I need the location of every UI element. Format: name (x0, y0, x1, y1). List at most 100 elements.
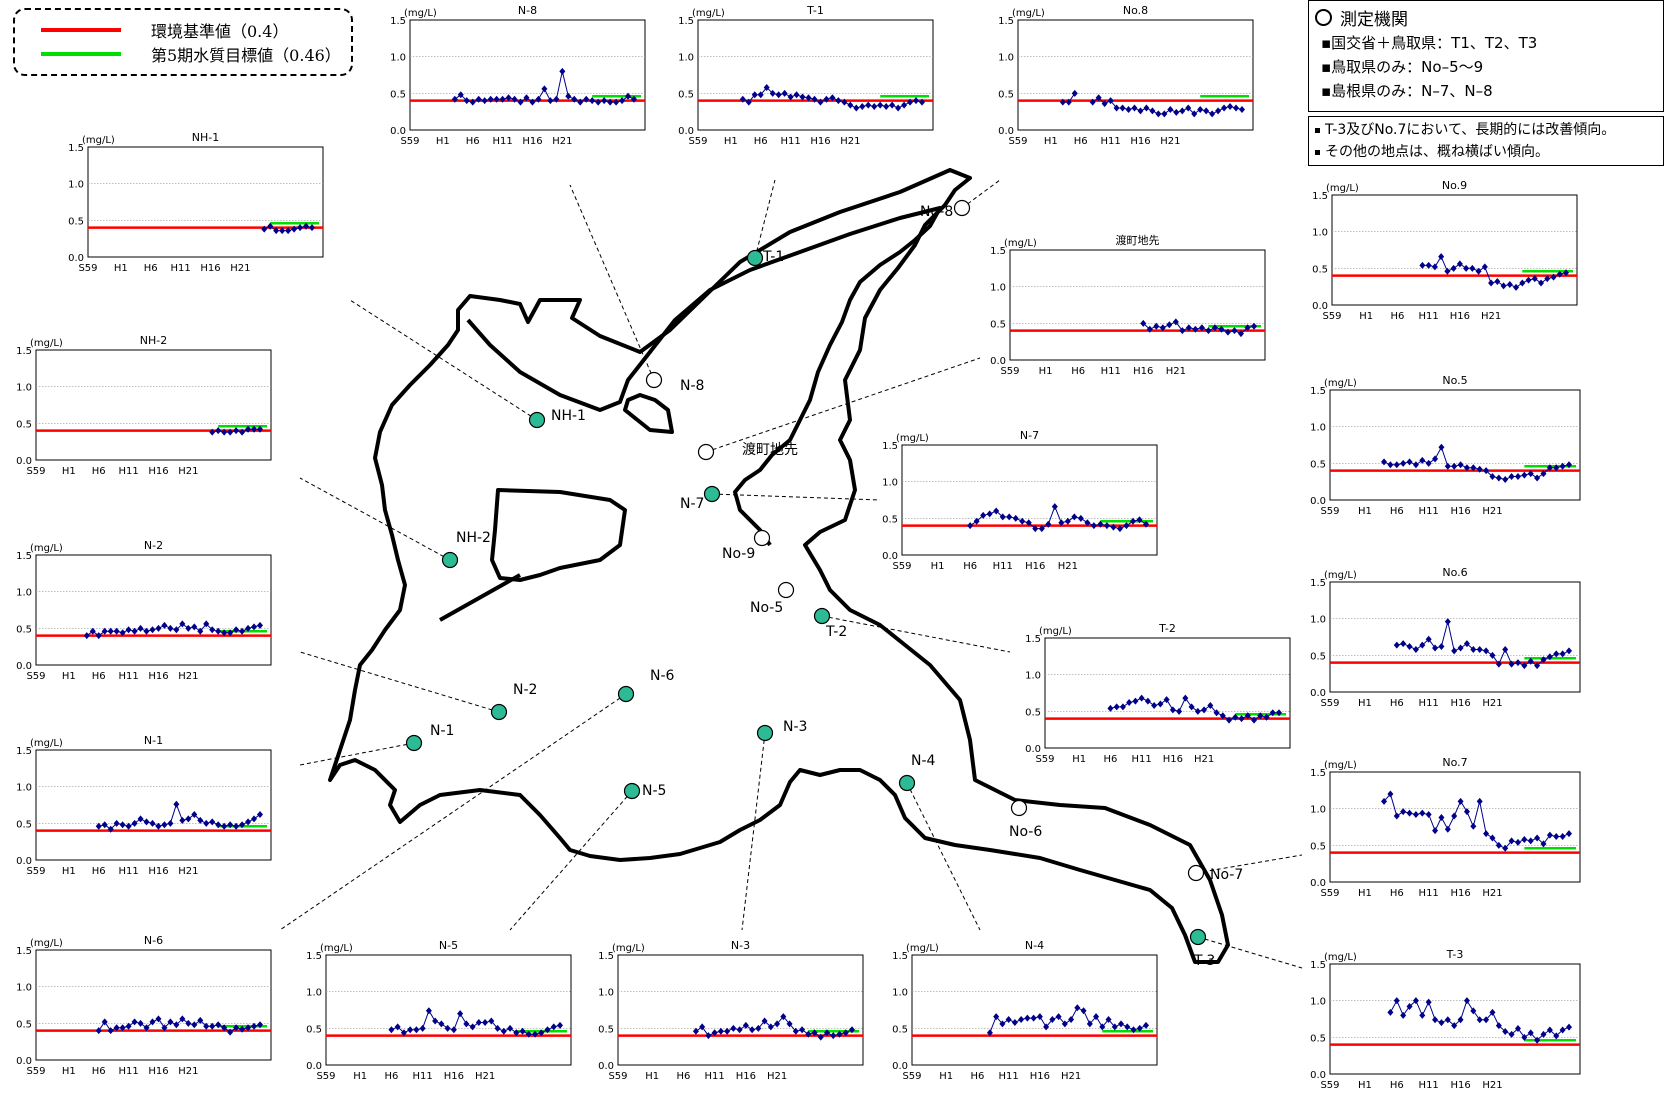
leader-line (711, 493, 881, 501)
data-point (1432, 827, 1439, 835)
data-point (251, 623, 258, 631)
data-point (519, 1027, 526, 1035)
data-point (1018, 1016, 1025, 1024)
data-point (1444, 618, 1451, 626)
island (490, 488, 627, 582)
y-tick-label: 1.5 (990, 246, 1006, 257)
station-marker (746, 249, 764, 267)
data-point (500, 1027, 507, 1035)
y-axis-label: (mg/L) (1012, 8, 1045, 19)
data-point (101, 1018, 108, 1026)
data-point (1513, 283, 1520, 291)
data-point (1071, 89, 1078, 97)
station-marker (405, 734, 423, 752)
y-tick-label: 1.5 (1310, 960, 1326, 971)
data-point (131, 1018, 138, 1026)
x-tick-label: H11 (1419, 1080, 1439, 1091)
series-line (98, 802, 261, 830)
line-chart: T-3 (mg/L) 0.0 0.5 1.0 1.5 S59 H1 H6 H11 H16 H21 (1310, 948, 1581, 1091)
y-tick-label: 1.5 (598, 951, 614, 962)
station-marker (528, 411, 546, 429)
data-point (1540, 1030, 1547, 1038)
data-point (475, 1018, 482, 1026)
data-point (1550, 273, 1557, 281)
data-point (215, 821, 222, 829)
x-tick-label: H16 (148, 866, 168, 877)
x-tick-label: H11 (118, 466, 138, 477)
data-point (203, 1022, 210, 1030)
data-point (137, 815, 144, 823)
y-axis-label: (mg/L) (1324, 570, 1357, 581)
x-tick-label: H11 (118, 866, 138, 877)
data-point (749, 1026, 756, 1034)
chart-title: No.5 (1442, 374, 1467, 387)
data-point (1136, 1024, 1143, 1032)
data-point (101, 627, 108, 635)
y-tick-label: 1.0 (1310, 997, 1326, 1008)
leader-line (741, 732, 766, 931)
y-tick-label: 0.0 (1310, 878, 1326, 889)
data-point (1207, 701, 1214, 709)
data-point (1470, 464, 1477, 472)
y-tick-label: 0.0 (16, 1056, 32, 1067)
station-label: N-7 (680, 496, 704, 512)
data-point (1393, 812, 1400, 820)
data-point (1129, 517, 1136, 525)
data-point (149, 626, 156, 634)
data-point (1387, 461, 1394, 469)
x-tick-label: H1 (62, 866, 76, 877)
data-point (792, 1027, 799, 1035)
data-point (1153, 322, 1160, 330)
y-tick-label: 0.5 (1310, 1033, 1326, 1044)
y-tick-label: 1.0 (882, 478, 898, 489)
data-point (1425, 998, 1432, 1006)
data-point (1381, 797, 1388, 805)
x-tick-label: H21 (1481, 311, 1501, 322)
data-point (487, 95, 494, 103)
data-point (1514, 473, 1521, 481)
data-point (1476, 645, 1483, 653)
data-point (717, 1027, 724, 1035)
y-tick-label: 0.0 (68, 253, 84, 264)
y-tick-label: 1.5 (16, 746, 32, 757)
data-point (239, 821, 246, 829)
data-point (1419, 261, 1426, 269)
data-point (769, 89, 776, 97)
data-point (907, 98, 914, 106)
data-point (137, 1019, 144, 1027)
station-marker (777, 581, 795, 599)
data-point (1495, 841, 1502, 849)
data-point (842, 1029, 849, 1037)
data-point (1113, 703, 1120, 711)
data-point (1546, 831, 1553, 839)
data-point (179, 620, 186, 628)
data-point (557, 1021, 563, 1029)
data-point (1527, 1029, 1534, 1037)
plot-frame (409, 19, 646, 131)
chart-title: No.8 (1123, 4, 1148, 17)
data-point (883, 103, 890, 111)
leader-line (569, 184, 655, 381)
chart-title: N-8 (518, 4, 537, 17)
station-marker (441, 551, 459, 569)
data-point (1119, 104, 1126, 112)
y-tick-label: 1.5 (306, 951, 322, 962)
data-point (805, 1030, 812, 1038)
data-point (1566, 830, 1572, 838)
y-tick-label: 1.5 (1025, 634, 1041, 645)
data-point (1438, 443, 1445, 451)
plot-frame (1329, 963, 1581, 1075)
data-point (1546, 464, 1553, 472)
data-point (1198, 324, 1205, 332)
data-point (233, 626, 240, 634)
data-point (1495, 474, 1502, 482)
station-label: N-2 (513, 682, 537, 698)
data-point (853, 104, 860, 112)
chart-title: N-6 (144, 934, 163, 947)
data-point (1463, 997, 1470, 1005)
data-point (257, 425, 263, 433)
data-point (1101, 100, 1108, 108)
data-point (1425, 261, 1432, 269)
x-tick-label: H1 (1358, 698, 1372, 709)
x-tick-label: H11 (1419, 311, 1439, 322)
